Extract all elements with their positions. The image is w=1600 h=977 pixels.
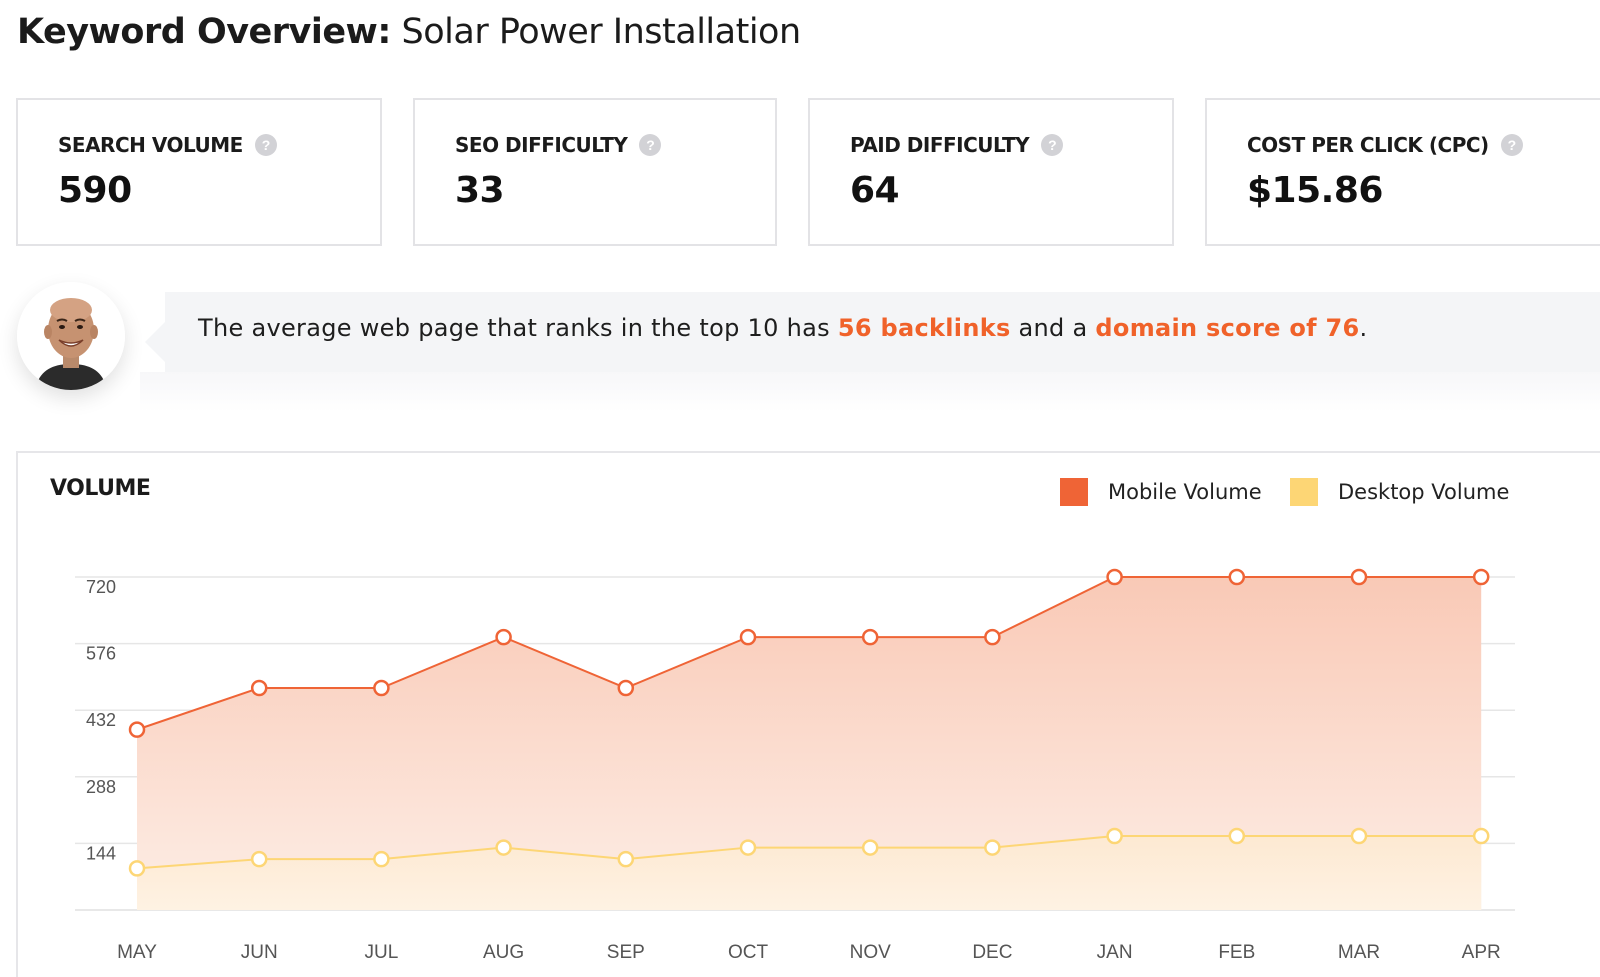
data-point-mobile (1472, 568, 1490, 586)
metric-card-paid-difficulty: PAID DIFFICULTY? 64 (808, 98, 1174, 246)
y-tick-label: 288 (86, 777, 116, 797)
insight-suffix: . (1359, 314, 1368, 342)
metric-label: SEO DIFFICULTY? (455, 133, 662, 157)
data-point-mobile (1350, 568, 1368, 586)
metric-value: $15.86 (1247, 170, 1383, 211)
data-point-desktop (1472, 827, 1490, 845)
x-tick-label: SEP (607, 942, 645, 963)
data-point-desktop (1106, 827, 1123, 845)
metric-value: 33 (455, 170, 505, 211)
metric-card-search-volume: SEARCH VOLUME? 590 (16, 98, 382, 246)
data-point-desktop (739, 839, 757, 856)
metric-label-text: COST PER CLICK (CPC) (1247, 133, 1489, 157)
legend-item-mobile[interactable]: Mobile Volume (1060, 478, 1262, 508)
legend-item-desktop[interactable]: Desktop Volume (1290, 478, 1509, 508)
metric-value: 64 (850, 170, 900, 211)
legend-swatch-desktop (1290, 478, 1318, 506)
data-point-mobile (1228, 568, 1246, 586)
x-tick-label: MAR (1338, 942, 1380, 963)
y-tick-label: 432 (86, 710, 116, 730)
backlinks-highlight: 56 backlinks (837, 314, 1011, 342)
y-tick-label: 576 (86, 644, 116, 664)
data-point-mobile (373, 679, 390, 697)
page-title: Keyword Overview: Solar Power Installati… (17, 12, 801, 52)
data-point-desktop (495, 839, 512, 856)
data-point-desktop (373, 850, 390, 868)
legend-swatch-mobile (1060, 478, 1088, 506)
data-point-desktop (1228, 827, 1246, 845)
insight-bubble-pointer (145, 320, 167, 364)
metric-card-cpc: COST PER CLICK (CPC)? $15.86 (1205, 98, 1600, 246)
y-tick-label: 144 (86, 843, 116, 863)
insight-prefix: The average web page that ranks in the t… (198, 314, 838, 342)
area-mobile (137, 577, 1482, 910)
question-circle-icon[interactable]: ? (254, 134, 277, 156)
metric-label-text: SEO DIFFICULTY (455, 133, 628, 157)
x-tick-label: APR (1462, 942, 1501, 963)
data-point-desktop (128, 860, 146, 877)
metric-label-text: PAID DIFFICULTY (850, 133, 1030, 157)
metric-label: COST PER CLICK (CPC)? (1247, 133, 1523, 157)
data-point-mobile (250, 679, 268, 697)
data-point-mobile (617, 679, 635, 697)
series-line-desktop (136, 835, 1482, 870)
domain-score-highlight: domain score of 76 (1095, 314, 1360, 342)
data-point-desktop (250, 850, 268, 868)
metric-value: 590 (58, 170, 132, 211)
metric-card-seo-difficulty: SEO DIFFICULTY? 33 (413, 98, 777, 246)
chart-title: VOLUME (50, 476, 151, 501)
insight-middle: and a (1010, 314, 1096, 342)
data-point-mobile (495, 628, 512, 646)
x-tick-label: DEC (972, 942, 1012, 963)
data-point-desktop (861, 839, 879, 856)
data-point-mobile (1106, 568, 1123, 586)
metric-label: SEARCH VOLUME? (58, 133, 277, 157)
avatar-portrait (17, 282, 125, 390)
x-tick-label: MAY (117, 942, 157, 963)
data-point-mobile (739, 628, 757, 646)
x-tick-label: JUN (241, 942, 278, 963)
data-point-mobile (128, 721, 146, 738)
insight-bubble (165, 292, 1600, 372)
avatar (17, 282, 125, 390)
x-tick-label: AUG (483, 942, 524, 963)
question-circle-icon[interactable]: ? (1041, 134, 1064, 156)
x-tick-label: OCT (728, 942, 769, 963)
data-point-mobile (984, 628, 1001, 646)
question-circle-icon[interactable]: ? (639, 134, 662, 156)
y-tick-label: 720 (86, 577, 116, 597)
page-title-keyword: Solar Power Installation (401, 12, 802, 52)
legend-label-desktop: Desktop Volume (1338, 480, 1510, 504)
insight-shadow (140, 372, 1600, 412)
x-tick-label: JUL (365, 942, 399, 963)
metric-label: PAID DIFFICULTY? (850, 133, 1064, 157)
insight-text: The average web page that ranks in the t… (198, 314, 1367, 342)
page-title-prefix: Keyword Overview: (17, 12, 391, 52)
x-tick-label: JAN (1097, 942, 1133, 963)
data-point-desktop (1350, 827, 1368, 845)
legend-label-mobile: Mobile Volume (1108, 480, 1262, 504)
x-tick-label: FEB (1218, 942, 1255, 963)
data-point-desktop (984, 839, 1001, 856)
question-circle-icon[interactable]: ? (1500, 134, 1523, 156)
data-point-mobile (861, 628, 879, 646)
series-line-mobile (136, 576, 1482, 731)
x-tick-label: NOV (850, 942, 892, 963)
area-desktop (137, 836, 1482, 910)
data-point-desktop (617, 850, 635, 868)
metric-label-text: SEARCH VOLUME (58, 133, 243, 157)
